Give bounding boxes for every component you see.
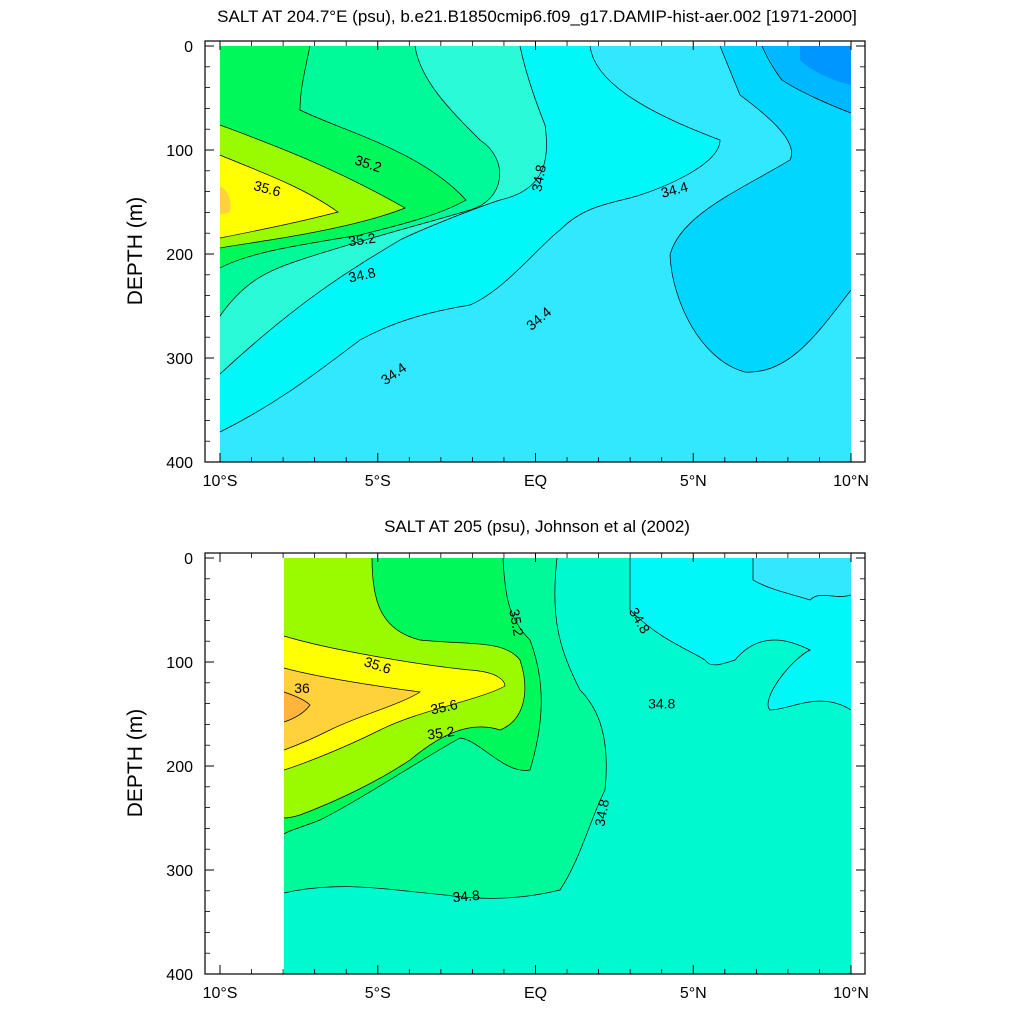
contour-label: 34.8	[592, 798, 613, 828]
bottom-region-34.4	[753, 558, 851, 600]
contour-label: 35.6	[252, 177, 283, 200]
contour-label: 34.8	[452, 887, 481, 905]
top-axes: 10°S 5°S EQ 5°N 10°N 0 100 200 300 400	[166, 39, 869, 490]
panel-top: SALT AT 204.7°E (psu), b.e21.B1850cmip6.…	[124, 7, 869, 490]
x-tick-label: 10°N	[833, 473, 869, 490]
bottom-contour-lines	[283, 557, 852, 899]
y-tick-label: 0	[184, 39, 193, 56]
x-tick-label: 5°S	[365, 985, 391, 1002]
y-tick-label: 100	[166, 655, 193, 672]
x-tick-label: 10°S	[203, 473, 238, 490]
contour-label: 34.8	[347, 264, 377, 285]
y-tick-label: 100	[166, 143, 193, 160]
x-tick-label: 5°N	[680, 985, 707, 1002]
x-tick-label: 5°S	[365, 473, 391, 490]
y-tick-label: 0	[184, 551, 193, 568]
y-tick-label: 300	[166, 351, 193, 368]
top-plot-area	[219, 45, 852, 462]
top-region-35.8	[220, 186, 231, 214]
bottom-axes: 10°S 5°S EQ 5°N 10°N 0 100 200 300 400	[166, 551, 869, 1002]
bottom-y-axis-label: DEPTH (m)	[124, 709, 147, 818]
bottom-region-35.8	[284, 668, 420, 750]
bottom-plot-area	[283, 557, 852, 974]
top-title: SALT AT 204.7°E (psu), b.e21.B1850cmip6.…	[217, 7, 857, 26]
y-tick-label: 200	[166, 759, 193, 776]
top-contour-labels: 35.235.6 34.8 34.435.234.834.434.4	[252, 152, 690, 388]
contour-label: 35.2	[426, 723, 455, 743]
contour-label: 35.2	[347, 230, 376, 250]
x-tick-label: EQ	[524, 985, 547, 1002]
x-tick-label: EQ	[524, 473, 547, 490]
contour-label: 36	[294, 680, 310, 696]
x-tick-label: 10°N	[833, 985, 869, 1002]
top-region-33.8	[800, 46, 851, 85]
y-tick-label: 400	[166, 455, 193, 472]
panel-bottom: SALT AT 205 (psu), Johnson et al (2002)	[124, 517, 869, 1002]
top-y-axis-label: DEPTH (m)	[124, 197, 147, 306]
bottom-region-36.0	[284, 692, 310, 722]
y-tick-label: 300	[166, 863, 193, 880]
top-region-35.6	[220, 155, 338, 238]
y-tick-label: 200	[166, 247, 193, 264]
bottom-title: SALT AT 205 (psu), Johnson et al (2002)	[384, 517, 690, 536]
x-tick-label: 5°N	[680, 473, 707, 490]
contour-label: 34.8	[648, 696, 675, 712]
top-region-34.2	[670, 46, 851, 373]
y-tick-label: 400	[166, 967, 193, 984]
contour-label: 34.8	[528, 163, 549, 193]
top-contour-lines	[219, 45, 852, 433]
contour-label: 35.6	[429, 696, 459, 717]
contour-label: 35.2	[506, 608, 527, 638]
x-tick-label: 10°S	[203, 985, 238, 1002]
contour-label: 34.4	[659, 178, 690, 201]
